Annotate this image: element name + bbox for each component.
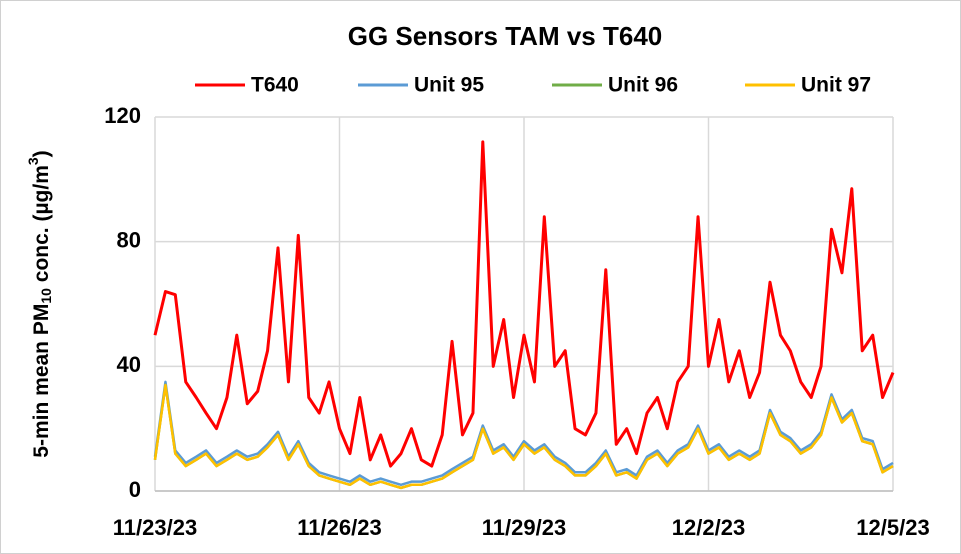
x-tick-label: 12/2/23 <box>672 515 745 540</box>
y-label-sub: 10 <box>38 288 54 304</box>
y-tick-label: 0 <box>129 477 141 502</box>
y-tick-label: 120 <box>104 103 141 128</box>
y-label-sup: 3 <box>25 157 41 165</box>
y-tick-label: 80 <box>117 227 141 252</box>
series-line <box>153 380 894 487</box>
legend-label: Unit 95 <box>414 74 484 97</box>
x-tick-label: 12/5/23 <box>856 515 929 540</box>
series-line <box>153 383 894 490</box>
x-tick-label: 11/29/23 <box>482 515 566 540</box>
legend-label: T640 <box>251 74 299 97</box>
legend-label: Unit 97 <box>801 74 871 97</box>
y-label-part: ) <box>30 150 53 157</box>
y-tick-label: 40 <box>117 352 141 377</box>
series-line <box>153 140 895 468</box>
y-label-part: 5-min mean PM <box>30 304 53 458</box>
legend-label: Unit 96 <box>608 74 678 97</box>
chart-title: GG Sensors TAM vs T640 <box>348 21 663 51</box>
y-label-part: conc. (µg/m <box>30 165 53 288</box>
x-tick-label: 11/26/23 <box>297 515 381 540</box>
y-axis-label: 5-min mean PM10 conc. (µg/m3) <box>25 150 54 457</box>
x-tick-label: 11/23/23 <box>113 515 197 540</box>
